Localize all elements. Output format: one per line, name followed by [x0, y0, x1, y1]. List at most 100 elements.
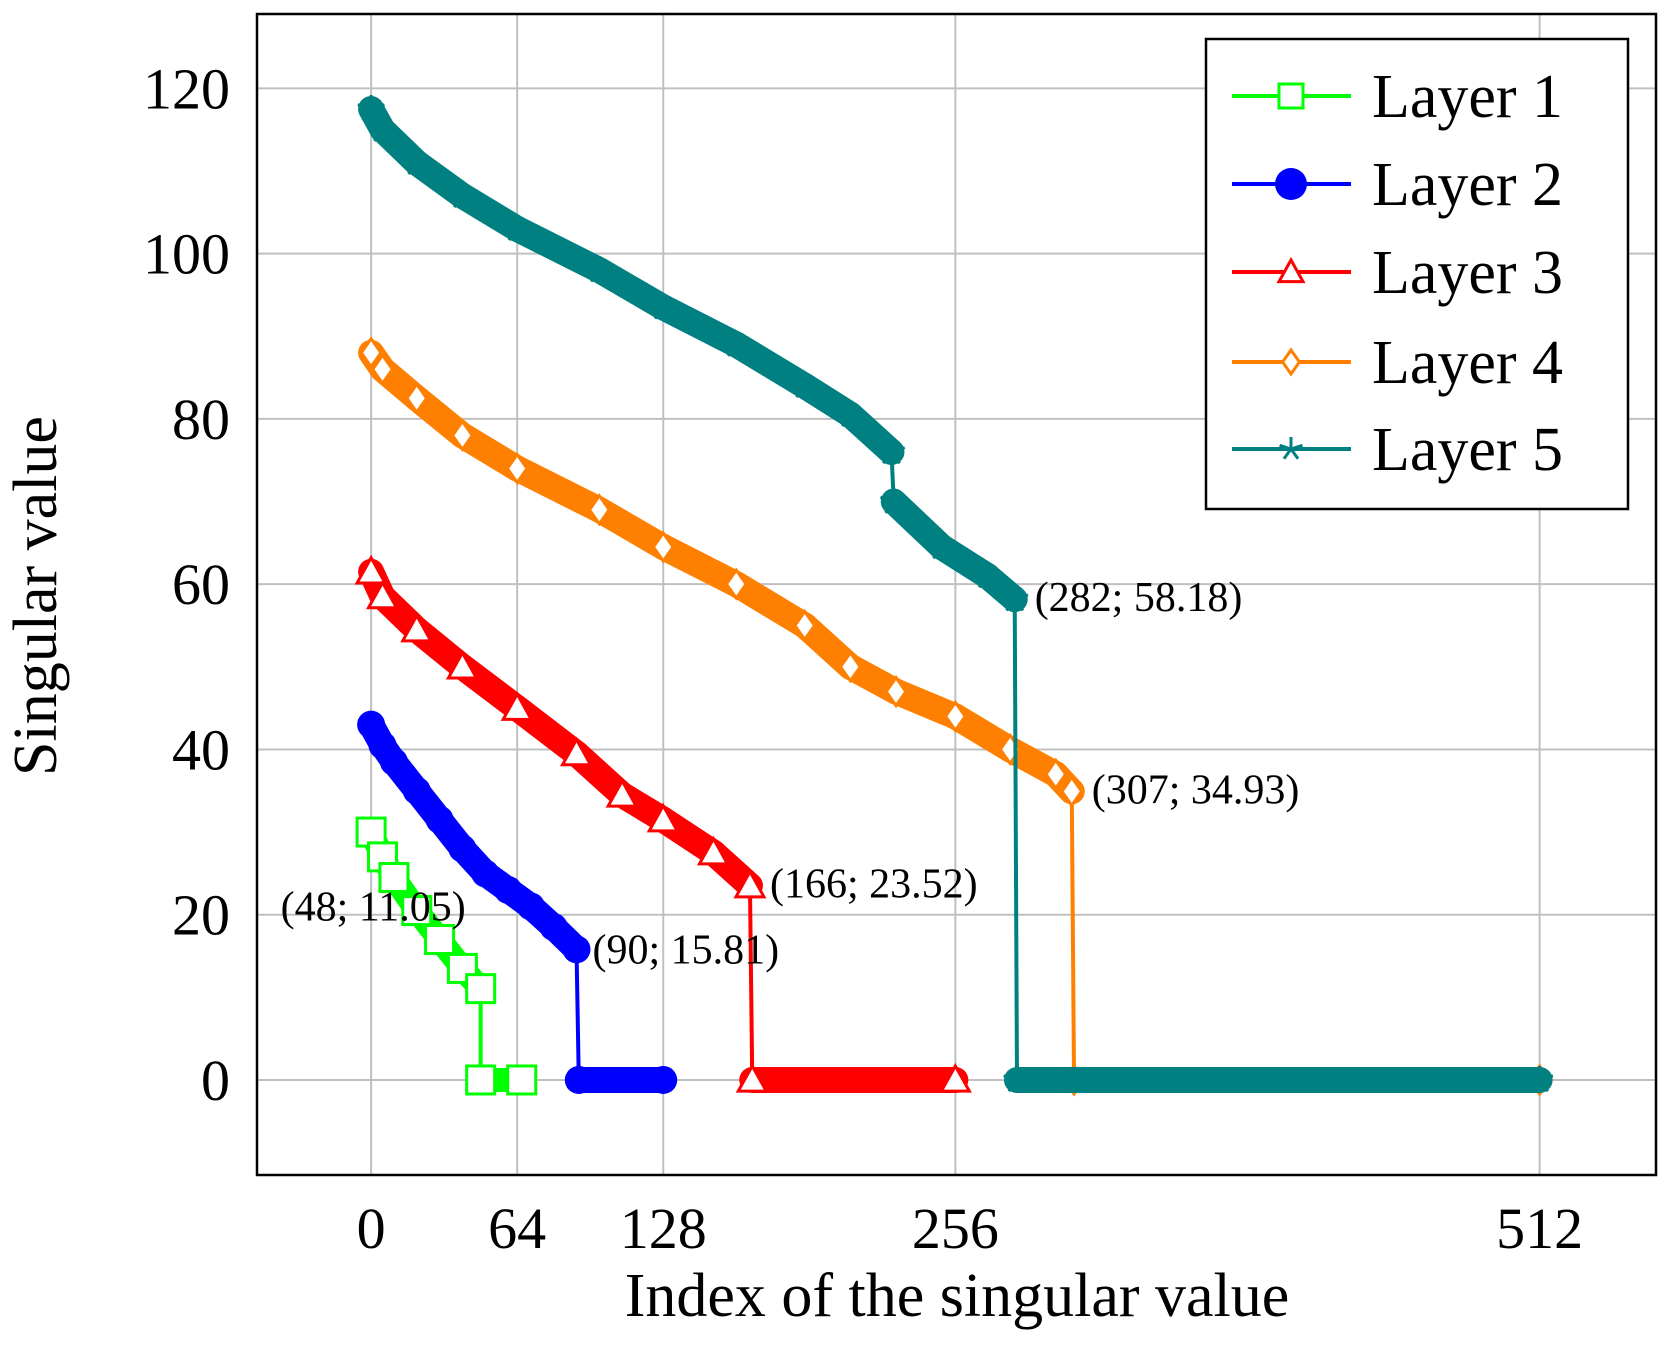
- star-ray: [735, 343, 746, 357]
- legend-marker-icon: [1275, 168, 1307, 200]
- data-point: [357, 710, 386, 739]
- curve-segment: [650, 294, 750, 358]
- data-point: [500, 691, 534, 721]
- data-point: [1003, 1065, 1031, 1093]
- star-ray: [1530, 1079, 1541, 1093]
- star-ray: [790, 380, 806, 388]
- star-ray: [516, 223, 531, 231]
- star-ray: [598, 269, 609, 283]
- star-ray: [585, 264, 600, 272]
- data-point: [724, 567, 748, 601]
- star-ray: [382, 123, 397, 132]
- star-ray: [927, 541, 943, 549]
- data-point: [465, 973, 497, 1005]
- star-ray: [407, 161, 418, 175]
- y-tick-label: 60: [172, 552, 230, 617]
- star-ray: [361, 108, 373, 122]
- data-point: [722, 330, 751, 357]
- star-ray: [653, 306, 665, 320]
- legend-entry-layer-3: Layer 3: [1232, 239, 1563, 307]
- star-ray: [649, 301, 664, 309]
- star-ray: [1538, 1079, 1550, 1093]
- data-point: [564, 1065, 593, 1094]
- data-point: [646, 802, 680, 833]
- data-point: [503, 214, 531, 242]
- data-point: [973, 561, 1002, 589]
- data-point: [651, 530, 675, 564]
- legend-label: Layer 2: [1372, 151, 1563, 219]
- data-point: [359, 336, 383, 370]
- star-ray: [722, 338, 737, 346]
- star-ray: [373, 128, 384, 142]
- star-ray: [370, 103, 385, 111]
- star-ray: [893, 495, 908, 503]
- data-point: [585, 256, 614, 283]
- data-point: [1525, 1065, 1554, 1093]
- star-ray: [840, 413, 852, 427]
- star-ray: [1016, 1074, 1031, 1082]
- data-point: [471, 859, 500, 888]
- data-point: [516, 892, 545, 921]
- legend-label: Layer 1: [1372, 63, 1563, 131]
- star-ray: [849, 409, 865, 417]
- data-point: [365, 579, 400, 610]
- x-tick-label: 512: [1496, 1196, 1583, 1261]
- star-ray: [1015, 1079, 1027, 1093]
- data-point: [465, 1064, 497, 1096]
- data-point: [425, 805, 454, 834]
- data-point: [402, 148, 431, 175]
- legend-entry-layer-2: Layer 2: [1232, 151, 1563, 219]
- data-label: (90; 15.81): [593, 927, 780, 973]
- data-point: [378, 862, 410, 894]
- data-point: [445, 649, 479, 680]
- star-ray: [369, 108, 381, 122]
- data-point: [1000, 585, 1029, 612]
- star-ray: [448, 190, 463, 198]
- star-ray: [415, 161, 427, 175]
- data-point: [649, 1065, 678, 1094]
- star-ray: [357, 103, 372, 111]
- legend-marker-icon: [1276, 256, 1306, 284]
- y-tick-label: 0: [201, 1048, 230, 1113]
- data-point: [1060, 774, 1084, 808]
- data-point: [368, 115, 397, 142]
- legend-marker-icon: [1277, 82, 1305, 110]
- data-point: [943, 699, 967, 734]
- curve-segment: [504, 215, 613, 284]
- drop-line: [1069, 791, 1077, 1080]
- data-point: [448, 834, 477, 863]
- star-ray: [884, 500, 895, 514]
- star-ray: [1525, 1074, 1541, 1082]
- curve-segment: [504, 455, 613, 523]
- star-ray: [940, 546, 952, 560]
- data-point: [884, 674, 908, 709]
- data-point: [696, 835, 730, 866]
- data-label: (282; 58.18): [1035, 575, 1243, 621]
- data-point: [605, 777, 639, 808]
- x-tick-label: 64: [488, 1196, 546, 1261]
- data-point: [1044, 757, 1068, 791]
- star-ray: [882, 451, 893, 465]
- star-ray: [726, 343, 738, 357]
- star-ray: [1007, 1079, 1019, 1093]
- star-ray: [877, 446, 892, 454]
- legend-marker-icon: [1280, 347, 1302, 377]
- star-ray: [803, 384, 815, 399]
- x-tick-label: 0: [357, 1196, 386, 1261]
- data-point: [938, 1062, 972, 1093]
- x-tick-label: 128: [620, 1196, 707, 1261]
- data-point: [400, 612, 434, 643]
- star-ray: [402, 156, 418, 165]
- data-label: (48; 11.05): [281, 885, 466, 931]
- series-layer-2: [357, 710, 678, 1094]
- data-point: [370, 352, 395, 386]
- data-point: [838, 650, 863, 684]
- data-point: [877, 437, 906, 465]
- series-layer-3: [354, 554, 972, 1093]
- drop-line: [747, 885, 755, 1080]
- star-ray: [507, 227, 519, 242]
- data-point: [450, 418, 475, 453]
- star-ray: [368, 123, 383, 132]
- data-label: (307; 34.93): [1092, 767, 1300, 813]
